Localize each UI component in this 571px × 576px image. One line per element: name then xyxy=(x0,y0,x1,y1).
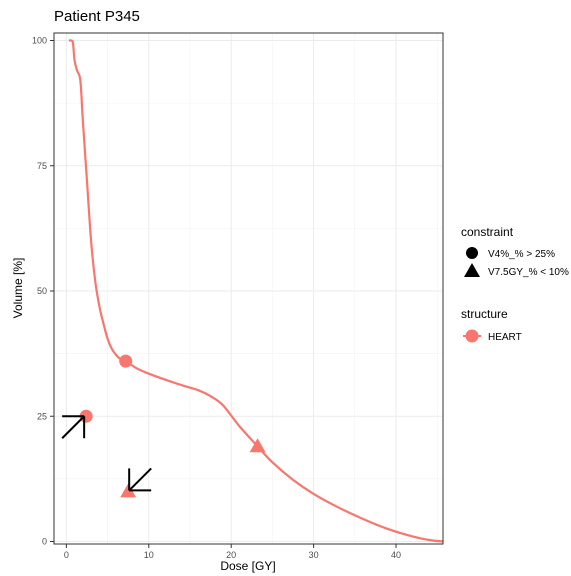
legend-constraint: constraint V4%_% > 25% V7.5GY_% < 10% xyxy=(461,225,569,278)
y-tick-label: 25 xyxy=(37,411,47,421)
legend-structure: structure HEART xyxy=(461,307,522,343)
constraint-point-circle xyxy=(79,409,93,423)
x-tick-label: 30 xyxy=(309,550,319,560)
y-tick-label: 100 xyxy=(32,36,47,46)
legend-constraint-title: constraint xyxy=(461,225,514,239)
panel-border xyxy=(53,32,444,545)
legend-constraint-item-1: V4%_% > 25% xyxy=(488,249,555,260)
constraint-point-circle xyxy=(119,354,133,368)
x-axis: 0 10 20 30 40 xyxy=(64,544,401,560)
arrow-shaft xyxy=(128,467,152,492)
x-tick-label: 40 xyxy=(391,550,401,560)
annotation-arrows xyxy=(61,415,152,492)
legend-circle-icon xyxy=(466,247,478,259)
arrow-shaft xyxy=(61,415,85,439)
y-tick-label: 75 xyxy=(37,161,47,171)
y-axis: 0 25 50 75 100 xyxy=(32,36,54,546)
plot-panel xyxy=(53,32,444,545)
x-tick-label: 10 xyxy=(144,550,154,560)
legend-constraint-item-2: V7.5GY_% < 10% xyxy=(488,267,569,278)
y-tick-label: 50 xyxy=(37,286,47,296)
chart-title: Patient P345 xyxy=(54,8,140,25)
legend-structure-title: structure xyxy=(461,307,508,321)
x-tick-label: 0 xyxy=(64,550,69,560)
y-axis-label: Volume [%] xyxy=(11,258,25,319)
x-axis-label: Dose [GY] xyxy=(220,559,275,573)
y-tick-label: 0 xyxy=(42,536,47,546)
panel-background xyxy=(54,33,443,544)
legend-structure-item-heart: HEART xyxy=(488,332,522,343)
grid-minor xyxy=(54,33,443,544)
series-line-heart xyxy=(68,39,444,543)
x-tick-label: 20 xyxy=(226,550,236,560)
constraint-point-triangle xyxy=(249,438,266,453)
grid-major xyxy=(54,33,443,544)
legend-triangle-icon xyxy=(464,263,480,277)
legend-heart-circle-icon xyxy=(465,329,479,343)
